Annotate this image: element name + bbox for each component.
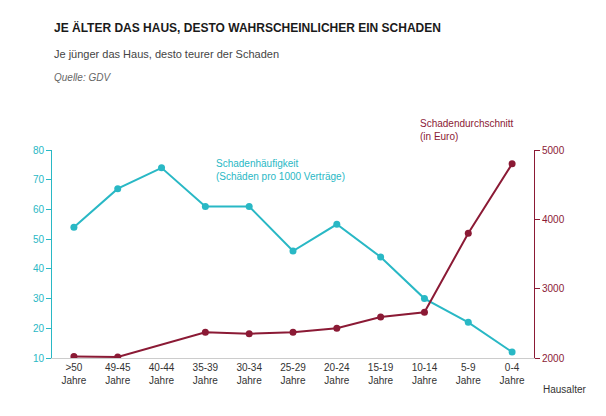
svg-text:Schadendurchschnitt(in Euro): Schadendurchschnitt(in Euro) [420,118,514,142]
svg-text:40-44Jahre: 40-44Jahre [149,362,175,386]
svg-text:4000: 4000 [542,214,565,225]
svg-text:15-19Jahre: 15-19Jahre [368,362,394,386]
svg-text:49-45Jahre: 49-45Jahre [105,362,131,386]
svg-text:40: 40 [33,263,45,274]
svg-text:>50Jahre: >50Jahre [61,362,86,386]
svg-text:JE ÄLTER DAS HAUS, DESTO WAHRS: JE ÄLTER DAS HAUS, DESTO WAHRSCHEINLICHE… [54,20,441,35]
svg-text:20: 20 [33,323,45,334]
svg-text:Schadenhäufigkeit(Schäden pro: Schadenhäufigkeit(Schäden pro 1000 Vertr… [216,158,345,182]
svg-text:Quelle: GDV: Quelle: GDV [54,72,111,83]
svg-text:20-24Jahre: 20-24Jahre [324,362,350,386]
svg-text:3000: 3000 [542,283,565,294]
svg-text:60: 60 [33,204,45,215]
svg-text:35-39Jahre: 35-39Jahre [193,362,219,386]
svg-text:25-29Jahre: 25-29Jahre [280,362,306,386]
svg-text:50: 50 [33,234,45,245]
svg-text:30: 30 [33,293,45,304]
svg-text:Hausalter: Hausalter [543,384,586,395]
svg-text:2000: 2000 [542,353,565,364]
svg-text:Je jünger das Haus, desto teur: Je jünger das Haus, desto teurer der Sch… [54,48,279,60]
svg-text:5-9Jahre: 5-9Jahre [456,362,481,386]
svg-text:0-4Jahre: 0-4Jahre [500,362,525,386]
svg-text:10-14Jahre: 10-14Jahre [412,362,438,386]
svg-text:10: 10 [33,353,45,364]
svg-text:80: 80 [33,145,45,156]
svg-text:30-34Jahre: 30-34Jahre [236,362,262,386]
svg-text:5000: 5000 [542,145,565,156]
svg-text:70: 70 [33,174,45,185]
